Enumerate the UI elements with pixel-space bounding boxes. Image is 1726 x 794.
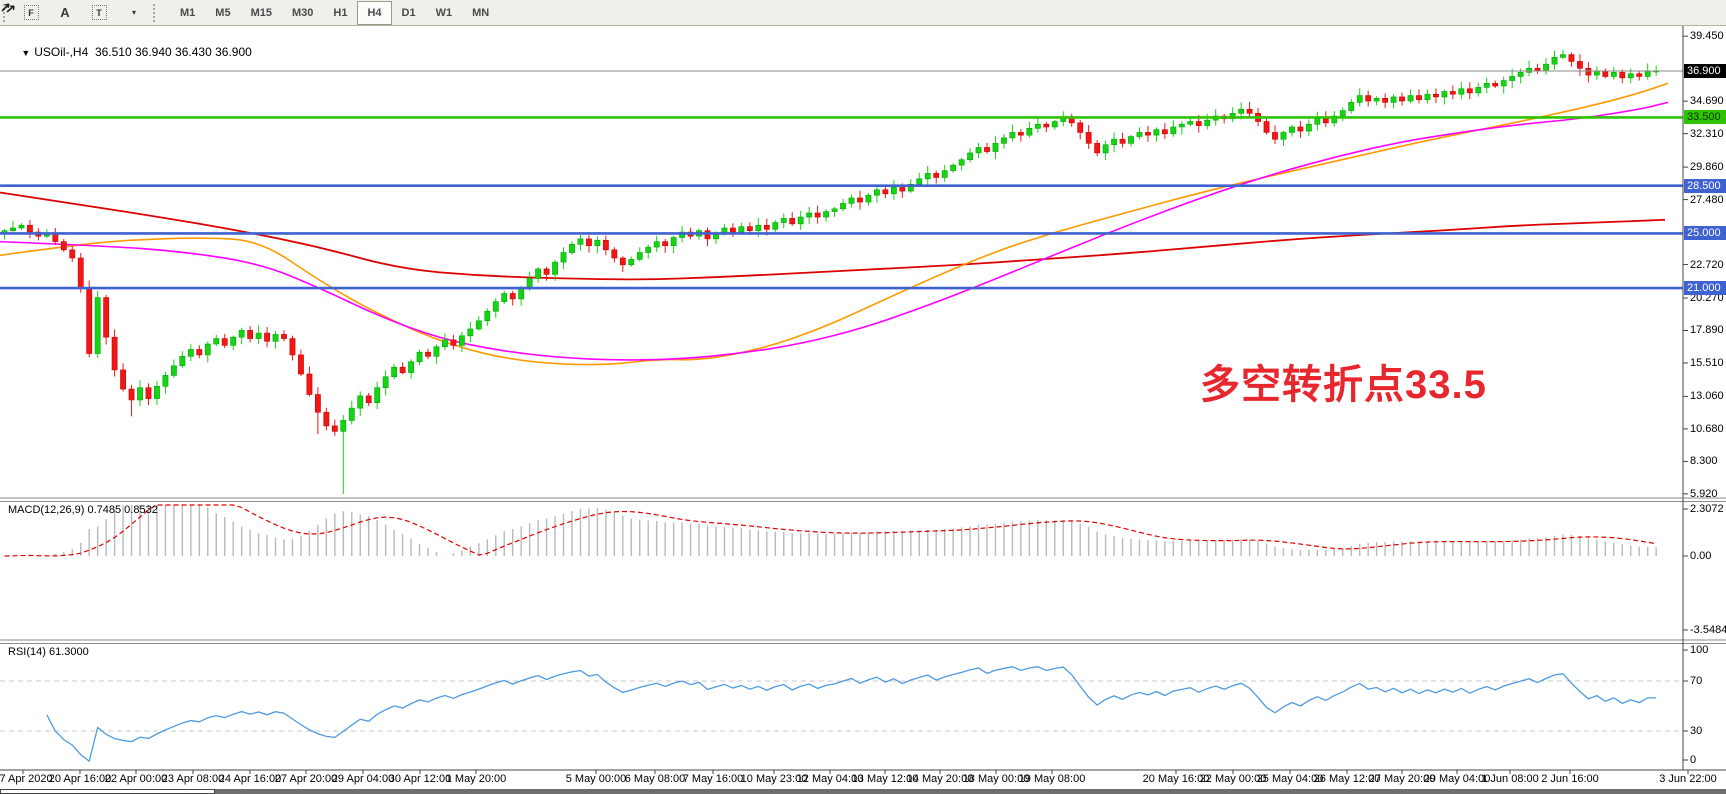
price-tick-label: 17.890 [1690, 324, 1724, 337]
price-badge-28.500: 28.500 [1684, 178, 1726, 193]
time-tick-label: 27 May 20:00 [1368, 773, 1436, 785]
time-tick-label: 29 May 04:00 [1423, 773, 1491, 785]
time-tick-label: 3 Jun 22:00 [1659, 773, 1717, 785]
time-tick-label: 26 May 12:00 [1313, 773, 1381, 785]
timeframe-button-M5[interactable]: M5 [215, 6, 231, 19]
rsi-axis-label: 70 [1690, 675, 1703, 687]
macd-signal-line [4, 504, 1657, 557]
macd-axis-label: 0.00 [1690, 550, 1712, 562]
timeframe-button-W1[interactable]: W1 [435, 6, 453, 19]
time-tick-label: 30 Apr 12:00 [388, 773, 452, 785]
rsi-axis-label: 30 [1690, 725, 1703, 737]
time-tick-label: 18 May 00:00 [962, 773, 1030, 785]
grid-icon-letter: F [28, 7, 34, 18]
symbol-timeframe-label: USOil-,H4 [34, 45, 89, 59]
ma-slow-red [0, 191, 1666, 281]
timeframe-button-H4[interactable]: H4 [357, 0, 392, 25]
price-tick-label: 13.060 [1690, 390, 1724, 403]
macd-label: MACD(12,26,9) 0.7485 0.8532 [8, 504, 158, 516]
time-tick-label: 20 Apr 16:00 [48, 773, 112, 785]
price-badge-21.000: 21.000 [1684, 281, 1726, 296]
time-tick-label: 20 May 16:00 [1142, 773, 1210, 785]
price-tick-label: 5.920 [1690, 487, 1718, 500]
time-tick-label: 12 May 04:00 [796, 773, 864, 785]
ma-fast-magenta [0, 101, 1669, 361]
time-tick-label: 5 May 00:00 [565, 773, 627, 785]
macd-histogram [12, 505, 1657, 556]
ma-medium-orange [0, 82, 1669, 366]
price-tick-label: 8.300 [1690, 455, 1718, 468]
time-tick-label: 25 May 04:00 [1256, 773, 1324, 785]
time-tick-label: 14 May 20:00 [906, 773, 974, 785]
price-tick-label: 27.480 [1690, 193, 1724, 206]
ohlc-high: 36.940 [135, 45, 172, 59]
price-tick-label: 39.450 [1690, 30, 1724, 43]
arrows-tool-button[interactable]: ▾ [1, 1, 150, 25]
text-box-icon: T [91, 5, 107, 20]
time-tick-label: 19 May 08:00 [1018, 773, 1086, 785]
timeframe-button-M1[interactable]: M1 [180, 6, 196, 19]
grid-properties-button[interactable]: F [14, 1, 48, 25]
time-tick-label: 1 May 20:00 [445, 773, 507, 785]
toolbar-drag-handle[interactable] [3, 3, 10, 22]
time-tick-label: 13 May 12:00 [851, 773, 919, 785]
symbol-dropdown-icon[interactable]: ▼ [21, 48, 31, 58]
time-tick-label: 10 May 23:00 [740, 773, 808, 785]
bottom-scrollbar-track[interactable] [0, 789, 1726, 794]
price-tick-label: 15.510 [1690, 356, 1724, 369]
text-a-icon: A [60, 5, 70, 20]
rsi-axis-label: 100 [1690, 644, 1709, 656]
time-tick-label: 17 Apr 2020 [0, 773, 53, 785]
toolbar: F A T ▾ M1 M5 M15 M30 H1 H4 D1 W1 MN [0, 0, 1726, 26]
text-label-tool-button[interactable]: A [48, 1, 82, 25]
time-tick-label: 2 Jun 16:00 [1541, 773, 1599, 785]
timeframe-button-D1[interactable]: D1 [401, 6, 416, 19]
ohlc-close: 36.900 [215, 45, 252, 59]
time-tick-label: 22 Apr 00:00 [104, 773, 168, 785]
chevron-down-icon: ▾ [131, 8, 136, 17]
price-badge-25.000: 25.000 [1684, 226, 1726, 241]
chart-annotation-text: 多空转折点33.5 [1200, 363, 1487, 407]
ohlc-low: 36.430 [175, 45, 212, 59]
price-badge-33.500: 33.500 [1684, 110, 1726, 125]
ohlc-open: 36.510 [94, 45, 132, 59]
macd-axis-label: -3.5484 [1690, 624, 1726, 636]
timeframe-button-MN[interactable]: MN [472, 6, 490, 19]
time-tick-label: 27 Apr 20:00 [274, 773, 338, 785]
timeframe-button-M15[interactable]: M15 [250, 6, 272, 19]
price-tick-label: 32.310 [1690, 127, 1724, 140]
text-box-icon-letter: T [96, 7, 102, 18]
arrows-icon [1, 3, 15, 13]
timeframe-button-H1[interactable]: H1 [333, 6, 348, 19]
rsi-axis-label: 0 [1690, 754, 1697, 766]
chart-title: ▼ USOil-,H4 36.510 36.940 36.430 36.900 [8, 31, 252, 73]
macd-axis-label: 2.3072 [1690, 503, 1724, 515]
time-tick-label: 29 Apr 04:00 [331, 773, 395, 785]
rsi-line [46, 666, 1657, 763]
time-tick-label: 24 Apr 16:00 [218, 773, 282, 785]
price-badge-36.900: 36.900 [1684, 64, 1726, 78]
time-tick-label: 22 May 00:00 [1199, 773, 1267, 785]
toolbar-drag-handle-2[interactable] [153, 3, 160, 22]
rsi-label: RSI(14) 61.3000 [8, 646, 89, 658]
price-tick-label: 34.690 [1690, 95, 1724, 108]
time-tick-label: 23 Apr 08:00 [161, 773, 225, 785]
timeframe-group: M1 M5 M15 M30 H1 H4 D1 W1 MN [170, 0, 499, 25]
time-tick-label: 6 May 08:00 [624, 773, 686, 785]
time-tick-label: 1 Jun 08:00 [1481, 773, 1539, 785]
price-tick-label: 10.680 [1690, 422, 1724, 435]
bottom-scrollbar-thumb[interactable] [0, 789, 215, 794]
grid-icon: F [23, 5, 39, 20]
price-tick-label: 29.860 [1690, 161, 1724, 174]
timeframe-button-M30[interactable]: M30 [291, 6, 314, 19]
candles-group [1, 49, 1660, 495]
text-box-tool-button[interactable]: T [82, 1, 116, 25]
time-tick-label: 7 May 16:00 [682, 773, 744, 785]
price-tick-label: 22.720 [1690, 258, 1724, 271]
